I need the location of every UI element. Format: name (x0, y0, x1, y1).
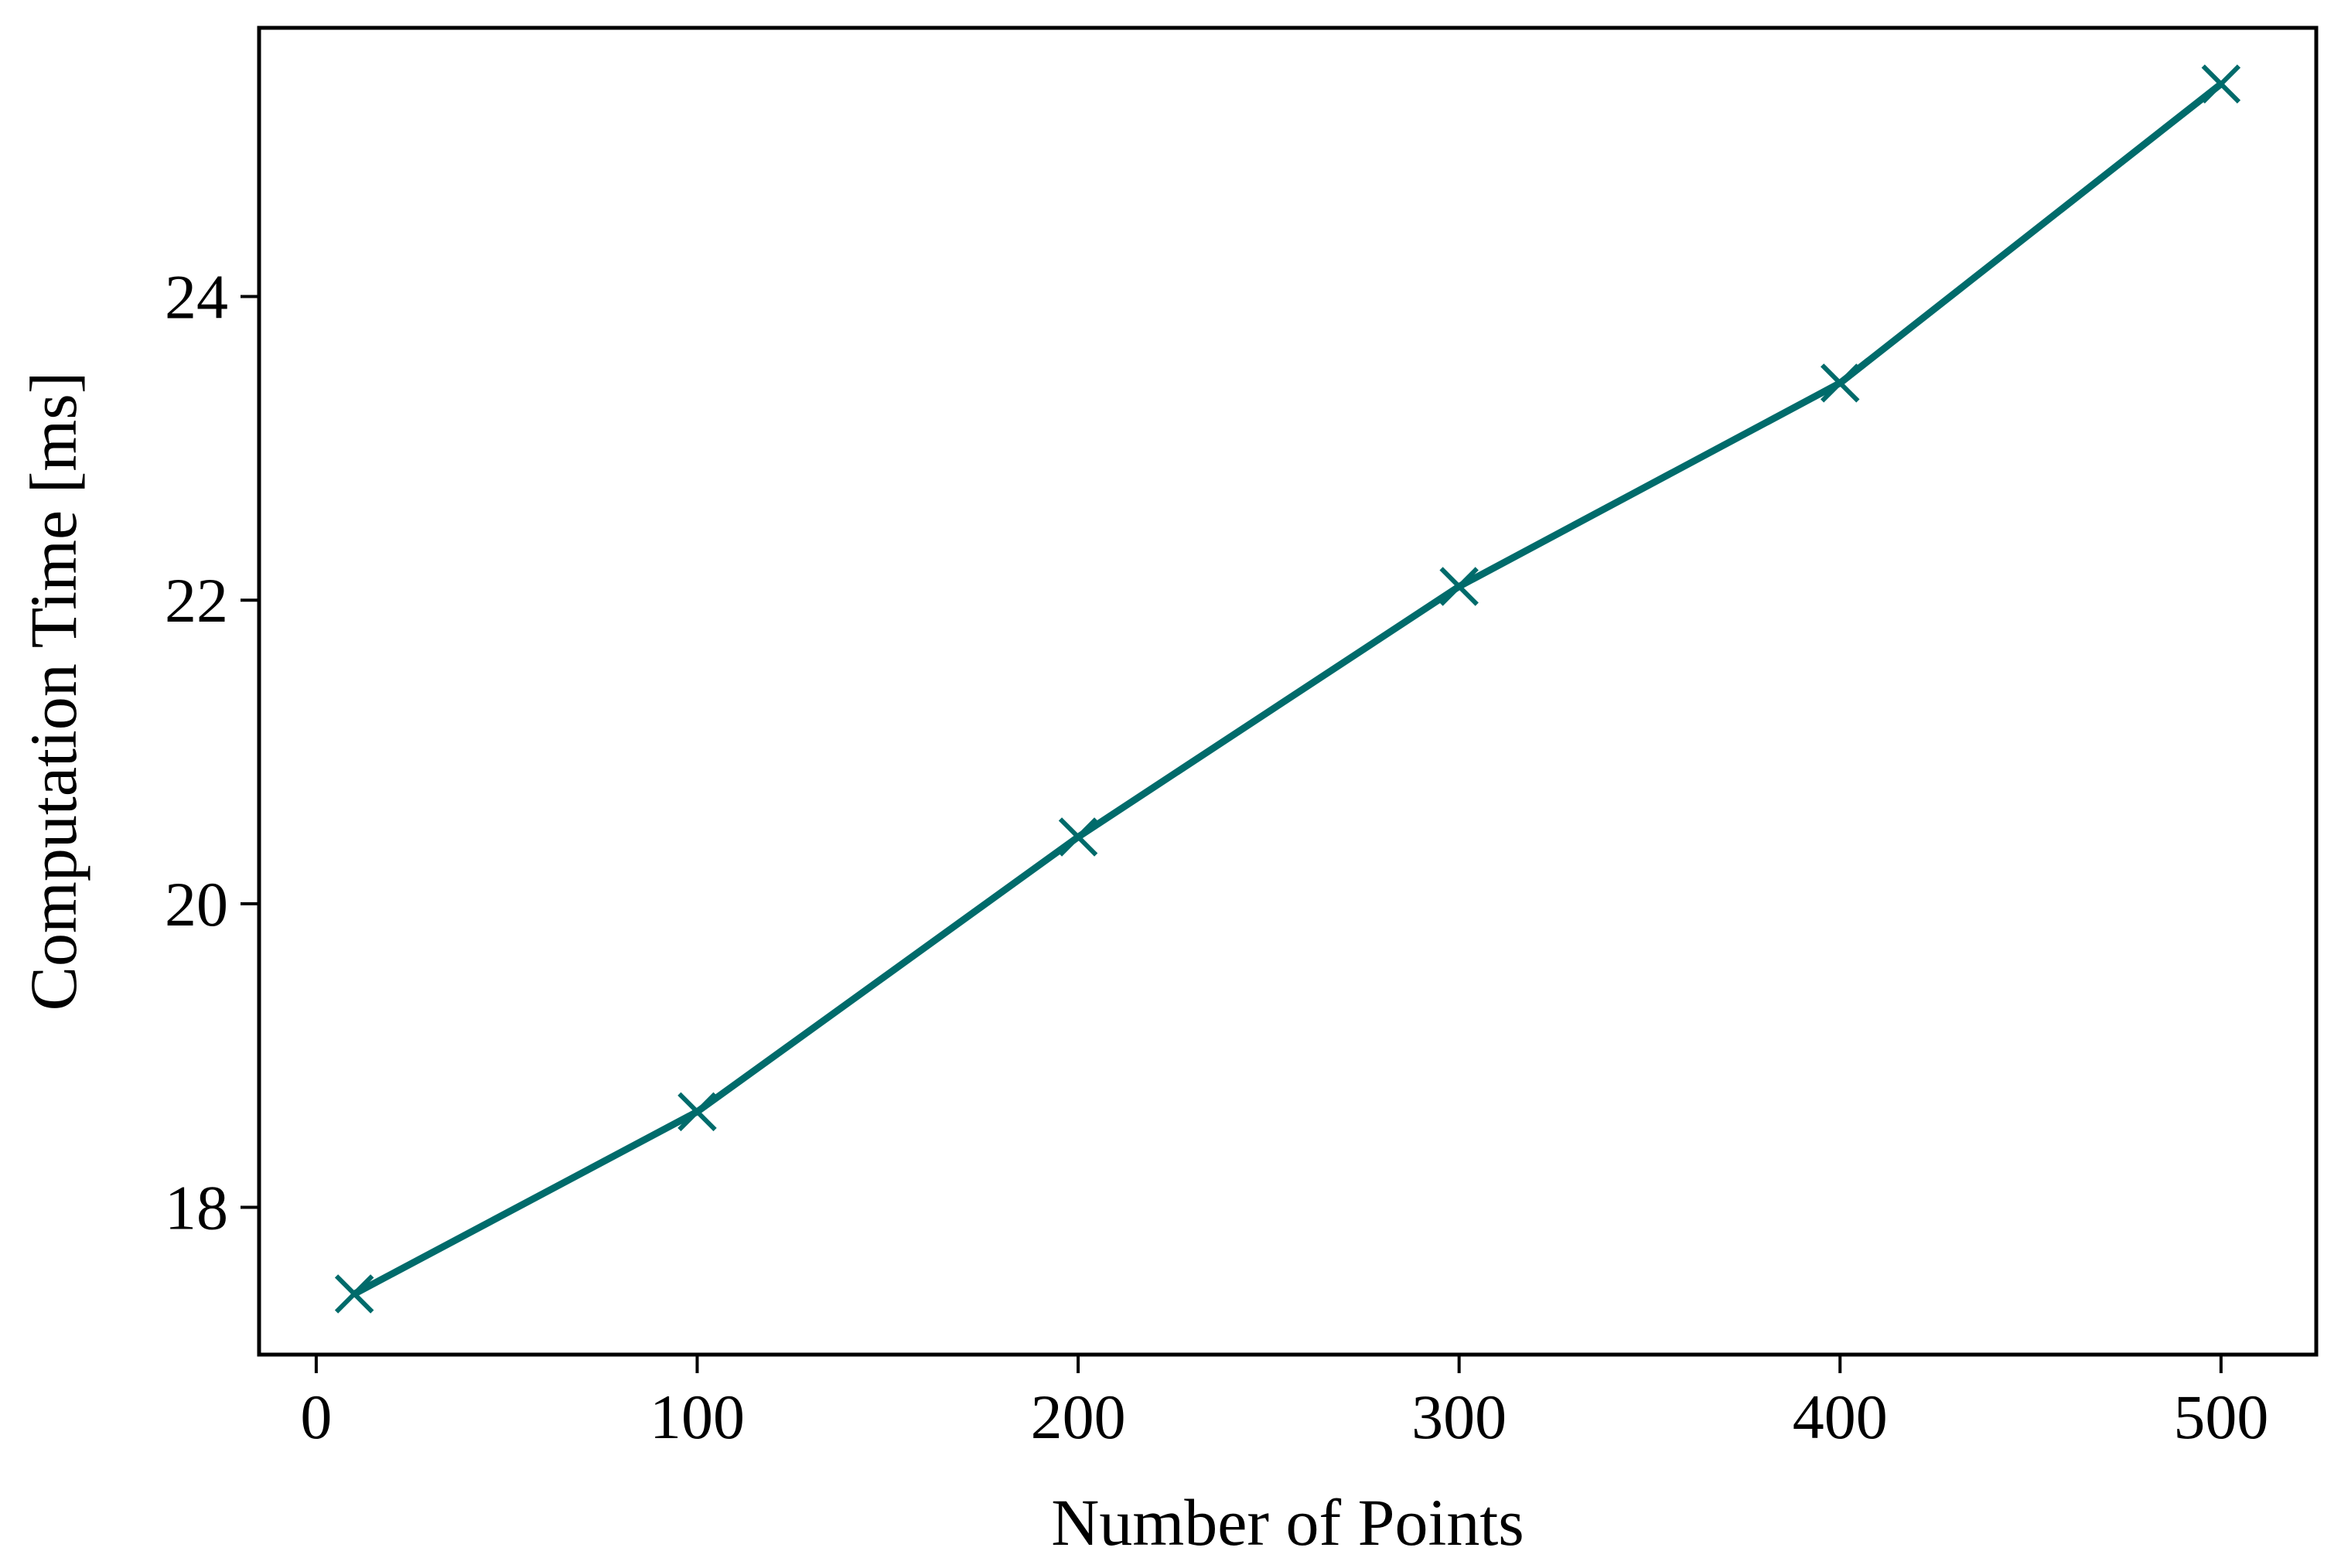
data-point-marker (1058, 817, 1098, 857)
x-tick-label: 300 (1411, 1382, 1507, 1452)
x-tick-label: 500 (2173, 1382, 2268, 1452)
x-tick-label: 200 (1031, 1382, 1126, 1452)
x-tick-label: 100 (650, 1382, 745, 1452)
y-tick-label: 20 (165, 869, 228, 939)
data-point-marker (2201, 64, 2241, 104)
x-axis-label: Number of Points (1051, 1485, 1524, 1559)
series-line (350, 80, 2225, 1297)
y-tick-label: 18 (165, 1173, 228, 1243)
data-point-marker (1821, 363, 1860, 403)
x-tick-label: 0 (300, 1382, 332, 1452)
data-point-marker (1439, 567, 1479, 606)
y-axis-label: Computation Time [ms] (16, 372, 90, 1011)
series-layer (334, 64, 2241, 1314)
x-tick-label: 400 (1793, 1382, 1888, 1452)
y-tick-label: 24 (165, 262, 228, 332)
y-axis-ticks: 18 20 22 24 (165, 262, 259, 1243)
data-point-marker (677, 1092, 717, 1132)
x-axis-ticks: 0 100 200 300 400 500 (300, 1355, 2268, 1452)
y-tick-label: 22 (165, 565, 228, 636)
plot-frame (257, 26, 2319, 1357)
data-point-marker (334, 1274, 374, 1314)
